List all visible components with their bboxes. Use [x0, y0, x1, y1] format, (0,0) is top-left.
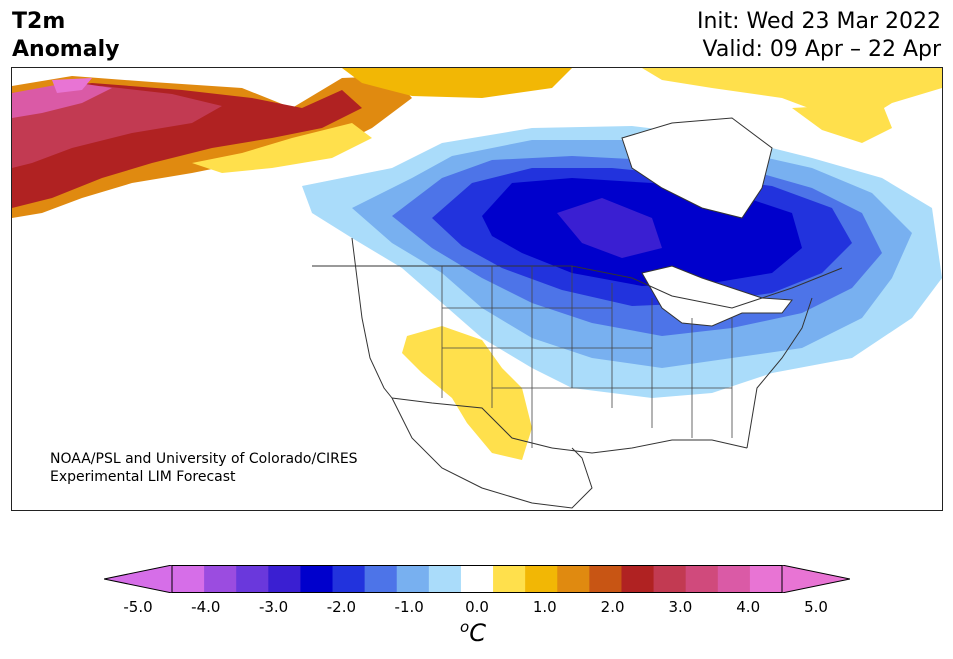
colorbar-segment	[236, 565, 269, 593]
anomaly-map: NOAA/PSL and University of Colorado/CIRE…	[11, 67, 943, 511]
unit-degree: o	[460, 618, 470, 636]
colorbar-tick-label: 3.0	[668, 598, 693, 616]
mexico-outline	[391, 397, 593, 509]
init-date: Init: Wed 23 Mar 2022	[696, 9, 941, 34]
colorbar-segment	[300, 565, 334, 593]
colorbar-segment	[268, 565, 301, 593]
colorbar-segment	[653, 565, 687, 593]
colorbar-segment	[172, 565, 205, 593]
hudson-bay	[621, 117, 773, 219]
colorbar-tick-label: -1.0	[394, 598, 424, 616]
credit-text: NOAA/PSL and University of Colorado/CIRE…	[50, 450, 358, 486]
colorbar-segment	[493, 565, 526, 593]
alaska-extreme	[12, 82, 112, 118]
cold-peak	[557, 198, 662, 258]
great-lakes	[641, 265, 793, 327]
unit-celsius: C	[469, 619, 486, 647]
west-coast	[351, 237, 393, 399]
credit-line-1: NOAA/PSL and University of Colorado/CIRE…	[50, 451, 358, 467]
colorbar-segment	[717, 565, 751, 593]
alaska-peak	[52, 78, 92, 93]
credit-line-2: Experimental LIM Forecast	[50, 469, 236, 485]
arctic-warm-3	[792, 103, 892, 143]
colorbar-segment	[749, 565, 783, 593]
map-canvas	[12, 68, 942, 509]
us-canada-border	[312, 265, 843, 309]
yukon-yellow	[192, 123, 372, 173]
colorbar-tick-label: 1.0	[532, 598, 557, 616]
colorbar-tick-label: -5.0	[123, 598, 153, 616]
colorbar-tick-label: 0.0	[465, 598, 489, 616]
colorbar-segment	[332, 565, 366, 593]
colorbar-tick-label: -3.0	[258, 598, 289, 616]
variable-label: T2m	[12, 9, 66, 34]
southwest-warm	[402, 326, 532, 460]
colorbar-segment	[621, 565, 655, 593]
colorbar-segment	[204, 565, 237, 593]
colorbar-segment	[364, 565, 398, 593]
colorbar-segment	[685, 565, 719, 593]
colorbar-tick-label: -2.0	[326, 598, 357, 616]
colorbar-segment	[589, 565, 622, 593]
colorbar-under-arrow	[104, 565, 173, 593]
anomaly-label: Anomaly	[12, 37, 120, 62]
colorbar-segment	[460, 565, 494, 593]
colorbar-segment	[396, 565, 430, 593]
colorbar-outline	[171, 565, 783, 593]
colorbar-tick-label: 5.0	[804, 598, 828, 616]
us-mexico-border	[391, 397, 553, 449]
colorbar-segment	[557, 565, 590, 593]
state-lines	[441, 266, 733, 448]
colorbar-ticks: -5.0 -4.0 -3.0 -2.0 -1.0 0.0 1.0 2.0 3.0 4.0 5.0	[0, 598, 953, 618]
gulf-coast	[551, 439, 748, 454]
colorbar-unit: oC	[460, 618, 486, 647]
colorbar	[104, 565, 850, 593]
colorbar-tick-label: 4.0	[736, 598, 761, 616]
valid-range: Valid: 09 Apr – 22 Apr	[702, 37, 942, 62]
east-coast	[746, 297, 813, 449]
colorbar-tick-label: -4.0	[191, 598, 221, 616]
arctic-warm-2	[642, 68, 942, 128]
map-title: T2m Anomaly	[12, 8, 119, 64]
colorbar-tick-label: 2.0	[600, 598, 625, 616]
arctic-warm-1	[342, 68, 572, 98]
colorbar-over-arrow	[781, 565, 850, 593]
colorbar-segment	[428, 565, 462, 593]
colorbar-segment	[525, 565, 558, 593]
forecast-dates: Init: Wed 23 Mar 2022 Valid: 09 Apr – 22…	[697, 8, 941, 64]
